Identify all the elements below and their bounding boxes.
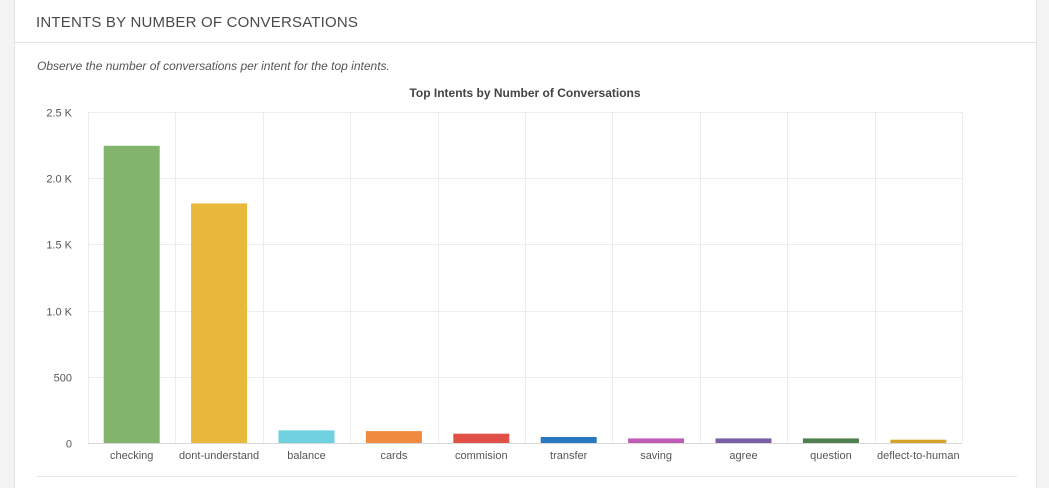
bar-agree[interactable] [715, 438, 772, 443]
x-tick-label: cards [380, 450, 407, 462]
chart-title: Top Intents by Number of Conversations [409, 86, 640, 100]
x-tick-label: agree [729, 450, 757, 462]
chart-grid [88, 112, 963, 444]
x-tick-label: dont-understand [179, 450, 259, 462]
bottom-divider [37, 476, 1017, 477]
y-axis: 0 500 1.0 K 1.5 K 2.0 K 2.5 K [46, 108, 72, 451]
x-tick-label: transfer [550, 450, 588, 462]
y-tick-label: 2.5 K [46, 108, 72, 120]
card-description: Observe the number of conversations per … [37, 59, 390, 73]
x-tick-label: commision [455, 450, 508, 462]
bar-question[interactable] [802, 438, 859, 443]
bar-saving[interactable] [628, 438, 685, 443]
bar-deflect-to-human[interactable] [890, 439, 947, 443]
x-axis: checking dont-understand balance cards commi… [110, 450, 960, 462]
bar-commision[interactable] [453, 433, 510, 443]
x-tick-label: deflect-to-human [877, 450, 960, 462]
x-tick-label: question [810, 450, 852, 462]
y-tick-label: 1.5 K [46, 240, 72, 252]
card-header: INTENTS BY NUMBER OF CONVERSATIONS [15, 0, 1036, 43]
x-tick-label: checking [110, 450, 153, 462]
x-tick-label: saving [640, 450, 672, 462]
x-tick-label: balance [287, 450, 326, 462]
bar-cards[interactable] [365, 431, 422, 443]
bar-balance[interactable] [278, 430, 335, 443]
card-title: INTENTS BY NUMBER OF CONVERSATIONS [36, 14, 359, 31]
chart-bars [103, 145, 947, 444]
bar-checking[interactable] [103, 145, 160, 444]
y-tick-label: 1.0 K [46, 307, 72, 319]
bar-dont-understand[interactable] [191, 203, 248, 443]
y-tick-label: 0 [66, 439, 72, 451]
bar-transfer[interactable] [540, 437, 597, 443]
y-tick-label: 500 [54, 373, 72, 385]
y-tick-label: 2.0 K [46, 174, 72, 186]
